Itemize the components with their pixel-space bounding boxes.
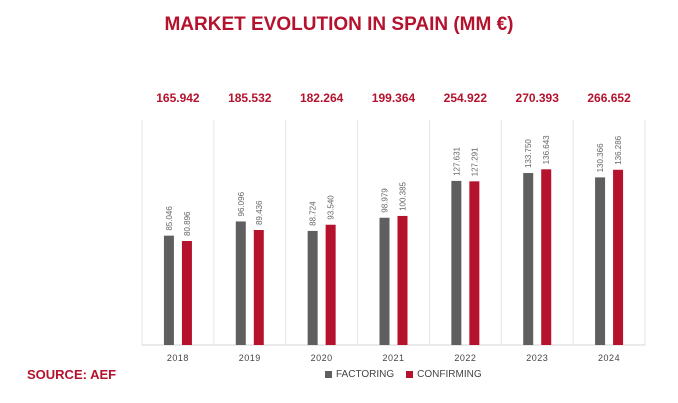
data-label-factoring: 130.366	[596, 143, 605, 172]
bar-confirming	[613, 169, 624, 345]
bar-factoring	[523, 173, 534, 345]
data-label-factoring: 88.724	[309, 201, 318, 226]
chart-legend: FACTORING CONFIRMING	[325, 369, 482, 380]
data-label-factoring: 133.750	[524, 139, 533, 168]
bar-confirming	[469, 181, 480, 345]
bar-confirming	[181, 240, 192, 345]
total-label: 270.393	[516, 91, 560, 105]
x-tick-label: 2018	[167, 353, 189, 363]
data-label-confirming: 136.643	[542, 135, 551, 164]
x-tick-label: 2021	[382, 353, 404, 363]
bar-confirming	[397, 215, 408, 345]
bar-factoring	[451, 180, 462, 345]
data-label-factoring: 127.631	[452, 146, 461, 175]
x-tick-label: 2020	[311, 353, 333, 363]
legend-swatch-factoring	[325, 371, 332, 378]
total-label: 199.364	[372, 91, 416, 105]
bar-factoring	[307, 230, 318, 345]
data-label-confirming: 80.896	[183, 211, 192, 236]
data-label-confirming: 93.540	[327, 195, 336, 220]
bar-confirming	[325, 224, 336, 345]
x-tick-label: 2023	[526, 353, 548, 363]
total-label: 185.532	[228, 91, 272, 105]
data-label-factoring: 85.046	[165, 206, 174, 231]
total-label: 165.942	[156, 91, 200, 105]
chart-title: MARKET EVOLUTION IN SPAIN (MM €)	[164, 14, 514, 35]
bar-confirming	[253, 230, 264, 345]
legend-item-confirming: CONFIRMING	[406, 369, 482, 380]
data-label-confirming: 100.385	[399, 181, 408, 210]
legend-label-factoring: FACTORING	[336, 369, 395, 380]
x-tick-label: 2022	[454, 353, 476, 363]
bar-factoring	[379, 217, 390, 345]
legend-swatch-confirming	[406, 371, 414, 378]
bar-factoring	[163, 235, 174, 345]
legend-item-factoring: FACTORING	[325, 369, 394, 380]
total-label: 182.264	[300, 91, 344, 105]
x-tick-label: 2019	[239, 353, 261, 363]
total-label: 254.922	[444, 91, 488, 105]
bar-factoring	[595, 177, 606, 345]
data-label-confirming: 136.286	[614, 135, 623, 164]
source-note: SOURCE: AEF	[27, 367, 117, 382]
bar-confirming	[541, 169, 552, 345]
legend-label-confirming: CONFIRMING	[417, 369, 482, 380]
data-label-factoring: 98.979	[381, 188, 390, 213]
data-label-confirming: 127.291	[470, 147, 479, 176]
total-label: 266.652	[587, 91, 631, 105]
data-label-confirming: 89.436	[255, 200, 264, 225]
bar-factoring	[235, 221, 246, 345]
x-tick-label: 2024	[598, 353, 620, 363]
data-label-factoring: 96.096	[237, 191, 246, 216]
